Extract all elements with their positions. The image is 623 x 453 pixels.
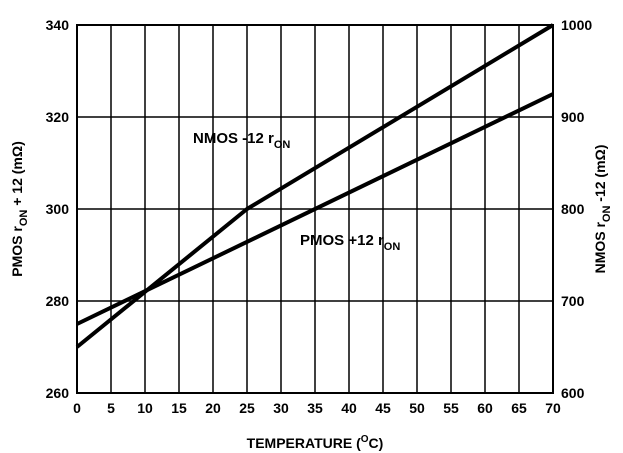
y-right-tick-label: 800 [561, 201, 585, 217]
x-tick-label: 0 [73, 400, 81, 416]
y-right-title-sub: ON [601, 206, 613, 223]
y-left-tick-label: 320 [46, 109, 70, 125]
x-tick-label: 60 [477, 400, 493, 416]
y-right-tick-label: 600 [561, 385, 585, 401]
y-left-tick-label: 280 [46, 293, 70, 309]
series-label-pmos: PMOS +12 rON [300, 232, 400, 253]
x-tick-label: 55 [443, 400, 459, 416]
x-axis-title-sup: O [361, 434, 369, 445]
y-right-tick-label: 700 [561, 293, 585, 309]
x-tick-label: 45 [375, 400, 391, 416]
x-tick-label: 35 [307, 400, 323, 416]
x-tick-label: 40 [341, 400, 357, 416]
y-left-tick-label: 340 [46, 17, 70, 33]
y-left-tick-label: 260 [46, 385, 70, 401]
x-tick-label: 10 [137, 400, 153, 416]
y-left-tick-labels: 260 280 300 320 340 [46, 17, 70, 401]
x-tick-labels: 0 5 10 15 20 25 30 35 40 45 50 55 60 65 70 [73, 400, 561, 416]
y-right-tick-label: 900 [561, 109, 585, 125]
series-group [75, 23, 555, 349]
series-label-pmos-main: PMOS +12 r [300, 232, 384, 249]
y-left-title-pre: PMOS r [9, 226, 25, 277]
y-left-axis-title: PMOS rON + 12 (mΩ) [9, 141, 30, 277]
y-right-title-post: -12 (mΩ) [592, 145, 608, 206]
y-right-tick-labels: 600 700 800 900 1000 [561, 17, 592, 401]
y-left-title-post: + 12 (mΩ) [9, 141, 25, 209]
y-left-title-sub: ON [18, 210, 30, 227]
y-right-tick-label: 1000 [561, 17, 592, 33]
series-line-pmos [76, 92, 554, 326]
y-right-title-pre: NMOS r [592, 222, 608, 274]
x-tick-label: 5 [107, 400, 115, 416]
x-axis-title: TEMPERATURE (OC) [247, 434, 384, 451]
x-tick-label: 70 [545, 400, 561, 416]
x-tick-label: 20 [205, 400, 221, 416]
x-tick-label: 15 [171, 400, 187, 416]
y-left-tick-label: 300 [46, 201, 70, 217]
series-label-nmos-sub: ON [274, 139, 291, 151]
y-right-axis-title: NMOS rON -12 (mΩ) [592, 145, 613, 274]
x-axis-title-tail: C) [369, 435, 384, 451]
x-tick-label: 30 [273, 400, 289, 416]
series-label-pmos-sub: ON [384, 241, 401, 253]
x-axis-title-main: TEMPERATURE ( [247, 435, 361, 451]
x-tick-label: 50 [409, 400, 425, 416]
series-label-nmos: NMOS -12 rON [193, 130, 290, 151]
plot-frame [76, 24, 554, 394]
x-tick-label: 25 [239, 400, 255, 416]
series-line-nmos [75, 23, 555, 349]
x-tick-label: 65 [511, 400, 527, 416]
series-label-nmos-main: NMOS -12 r [193, 130, 274, 147]
